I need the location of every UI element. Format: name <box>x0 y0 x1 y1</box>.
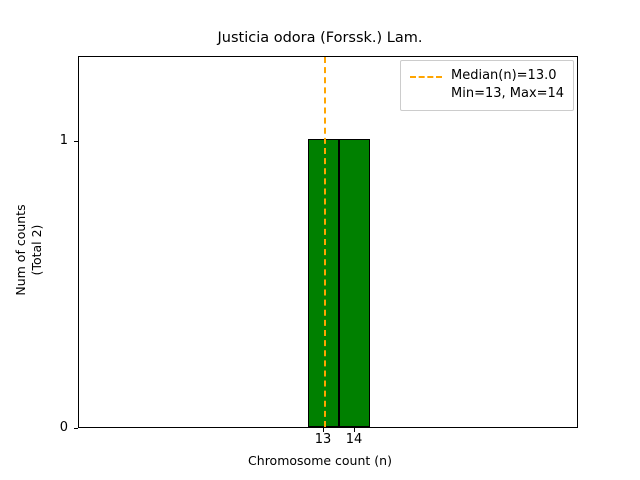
ytick-mark-1 <box>74 141 78 142</box>
legend-entry-label: Median(n)=13.0 Min=13, Max=14 <box>451 68 565 101</box>
xtick-label-13: 13 <box>314 432 332 447</box>
median-line <box>324 57 326 427</box>
y-axis-label: Num of counts (Total 2) <box>13 204 44 296</box>
bar-14 <box>339 139 370 427</box>
xtick-label-14: 14 <box>345 432 363 447</box>
xtick-mark-13 <box>323 428 324 432</box>
bar-13 <box>308 139 339 427</box>
plot-area <box>78 56 578 428</box>
ytick-mark-0 <box>74 428 78 429</box>
chart-title: Justicia odora (Forssk.) Lam. <box>217 30 423 46</box>
legend-dashed-line-icon <box>410 68 442 85</box>
xtick-mark-14 <box>354 428 355 432</box>
chart-legend: Median(n)=13.0 Min=13, Max=14 <box>400 60 575 111</box>
x-axis-label: Chromosome count (n) <box>248 453 392 468</box>
ytick-label-0: 0 <box>59 420 68 435</box>
ytick-label-1: 1 <box>59 133 68 148</box>
